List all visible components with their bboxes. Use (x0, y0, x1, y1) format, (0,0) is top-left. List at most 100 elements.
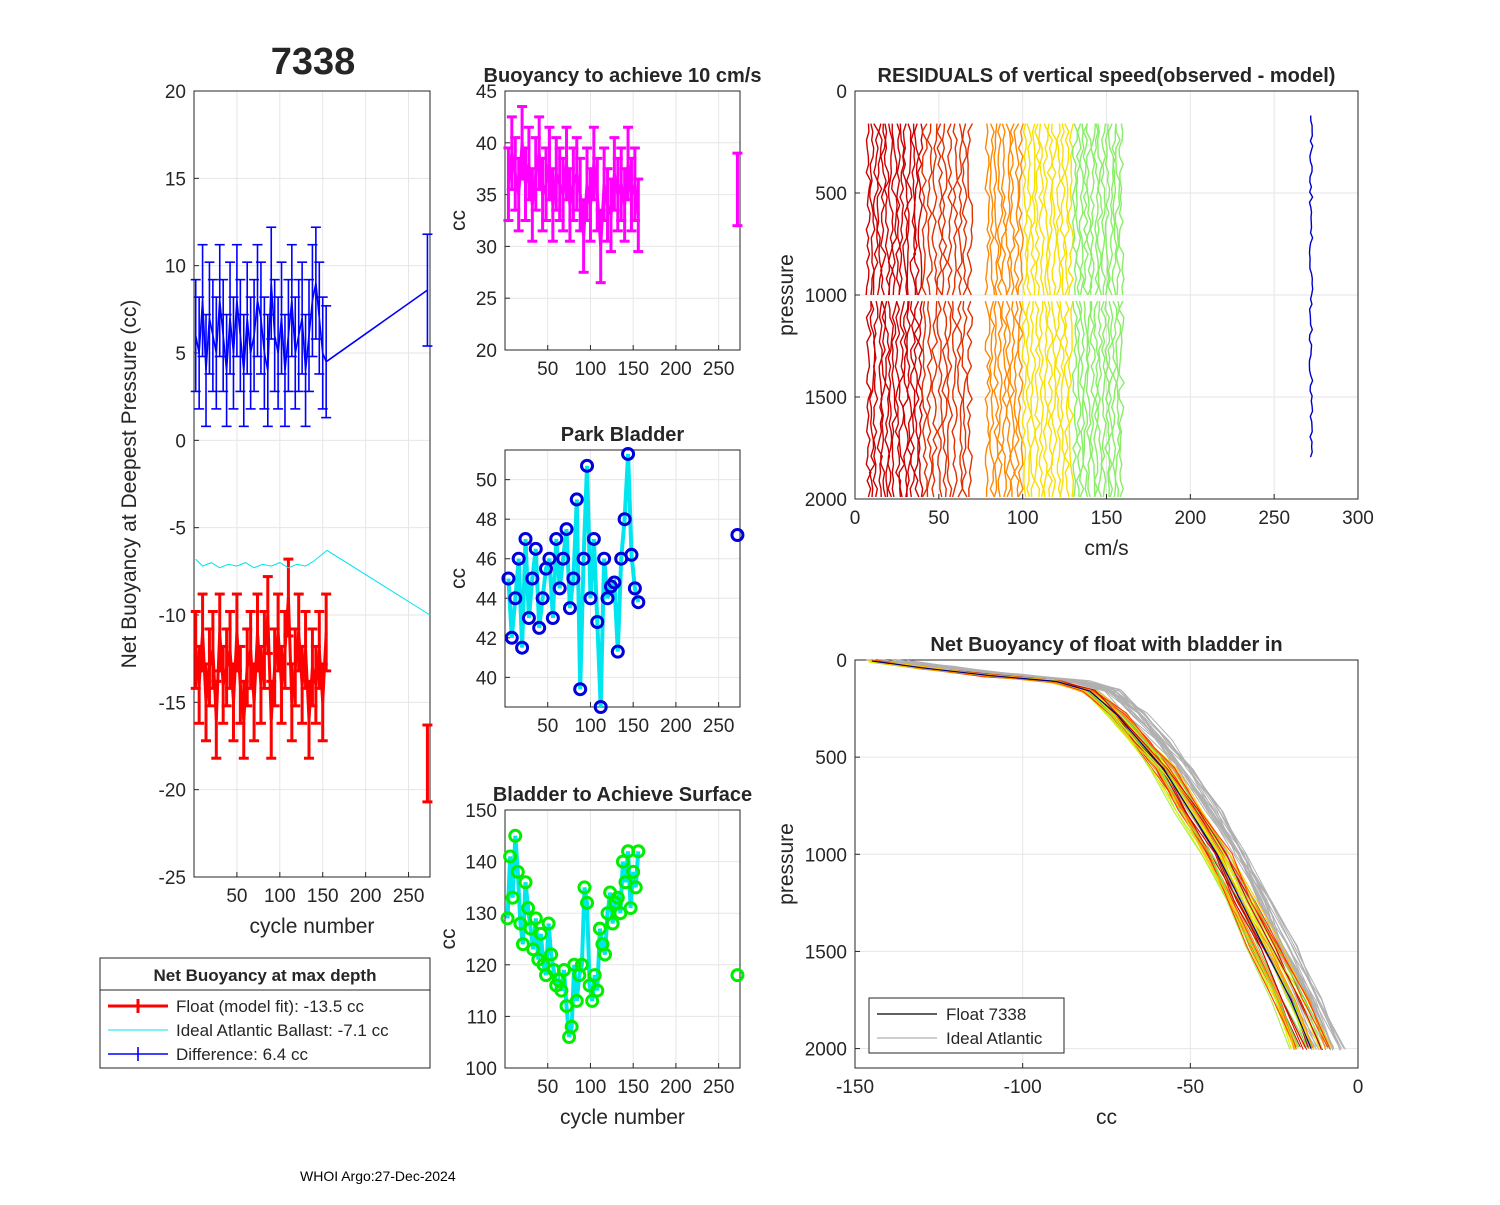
footer-caption: WHOI Argo:27-Dec-2024 (300, 1168, 456, 1184)
y-tick-label: 48 (476, 510, 497, 531)
y-axis-label: cc (447, 568, 470, 589)
residual-profile (868, 300, 876, 498)
legend-entry: Ideal Atlantic Ballast: -7.1 cc (176, 1021, 389, 1040)
y-tick-label: 40 (476, 668, 497, 689)
residual-profile (1093, 300, 1100, 498)
residual-profile (1038, 123, 1045, 296)
surface-point (605, 916, 620, 931)
park-point (593, 700, 608, 714)
residual-profile (1046, 123, 1054, 296)
residual-profile (887, 123, 894, 296)
x-tick-label: 100 (575, 359, 607, 380)
park-point (566, 571, 581, 586)
y-tick-label: 110 (467, 1007, 497, 1028)
residual-profile (902, 123, 909, 296)
legend-box (868, 997, 1065, 1054)
surface-point (556, 962, 571, 977)
y-tick-label: 45 (476, 82, 497, 103)
residual-profile (1085, 123, 1093, 296)
residual-profile (921, 300, 928, 498)
park-point (730, 528, 745, 543)
surface-point (503, 849, 518, 864)
park-point (617, 512, 632, 527)
park-point (508, 591, 523, 606)
x-tick-label: 150 (617, 359, 649, 380)
x-tick-label: 50 (928, 508, 949, 529)
chart-title: RESIDUALS of vertical speed(observed - m… (878, 65, 1336, 87)
surface-point (631, 844, 646, 859)
residual-profile (926, 301, 933, 498)
x-axis-label: cm/s (1084, 537, 1128, 560)
park-point (600, 591, 615, 606)
difference-series-line (194, 282, 428, 371)
y-tick-label: 1500 (805, 942, 847, 963)
residual-profile (1042, 123, 1050, 296)
surface-point (526, 942, 541, 957)
residual-profile (936, 123, 944, 296)
residual-profile (1059, 123, 1066, 296)
park-point (624, 547, 639, 562)
float-series-line (194, 597, 328, 720)
park-point (518, 531, 533, 546)
y-axis-label: cc (447, 210, 470, 231)
x-axis-label: cc (1096, 1106, 1117, 1129)
y-tick-label: 140 (465, 853, 497, 874)
residual-profile (956, 300, 964, 498)
y-tick-label: 20 (476, 341, 497, 362)
residual-profile (890, 123, 898, 296)
residual-profile (1114, 300, 1122, 498)
residual-profile (1111, 123, 1118, 296)
surface-point (730, 968, 745, 983)
cycle-curve (870, 660, 1296, 1050)
x-tick-label: 100 (1007, 508, 1039, 529)
park-point (545, 611, 560, 626)
residual-profile (956, 123, 964, 296)
park-point (535, 591, 550, 606)
y-tick-label: 50 (476, 471, 497, 492)
ideal-curve (906, 659, 1346, 1050)
residual-profile (921, 123, 928, 296)
y-tick-label: 150 (465, 801, 497, 822)
x-tick-label: 150 (307, 886, 339, 907)
residual-profile (946, 300, 954, 498)
residual-profile (951, 123, 959, 296)
surface-point (533, 926, 548, 941)
residual-profile (941, 300, 949, 498)
plot-frame (854, 90, 1359, 500)
y-axis-label: pressure (775, 254, 798, 336)
surface-point (559, 999, 574, 1014)
x-tick-label: 200 (660, 359, 692, 380)
surface-point (592, 921, 607, 936)
axes-bladder-surface: 50 100 150 200 250100110120130140150Bladder … (437, 784, 752, 1129)
surface-point (510, 864, 525, 879)
park-point (515, 640, 530, 655)
y-tick-label: 120 (465, 956, 497, 977)
residual-profile (887, 300, 895, 498)
residual-profile (1100, 123, 1107, 296)
park-connector-line (506, 453, 641, 708)
residual-single-profile (1308, 115, 1314, 458)
residual-profile (1110, 300, 1118, 498)
legend-net-buoyancy: Net Buoyancy at max depth Float (model fi… (99, 957, 431, 1069)
park-point (528, 541, 543, 556)
residual-profile (1001, 300, 1008, 498)
float-curve (871, 660, 1312, 1049)
surface-point (523, 921, 538, 936)
residual-profile (883, 123, 891, 296)
residual-profile (916, 123, 924, 296)
surface-point (585, 993, 600, 1008)
x-tick-label: 50 (226, 886, 247, 907)
residual-profile (993, 300, 1000, 498)
residual-profile (996, 300, 1004, 498)
park-point (631, 595, 646, 610)
residual-profile (1114, 123, 1121, 296)
residual-profile (1107, 300, 1114, 498)
x-tick-label: 200 (660, 716, 692, 737)
axes-park-bladder: 50 100 150 200 250 40 42 44 46 48 50 Park Bladder cc (447, 424, 745, 737)
residual-profile (1078, 123, 1085, 296)
residual-profile (931, 123, 938, 296)
residual-profile (1009, 300, 1016, 498)
surface-point (508, 828, 523, 843)
